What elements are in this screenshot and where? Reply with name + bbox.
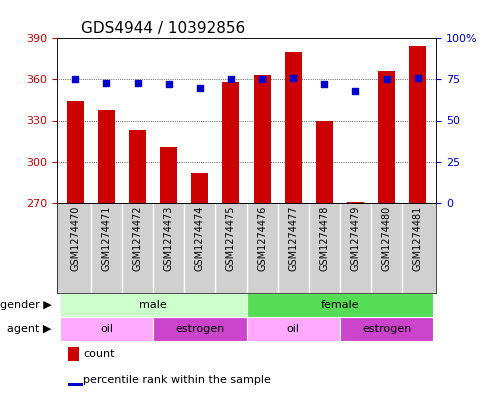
Bar	[253, 75, 271, 203]
Bar	[98, 110, 115, 203]
Text: estrogen: estrogen	[362, 324, 411, 334]
Bar	[378, 71, 395, 203]
Bar	[246, 293, 433, 317]
Point	[383, 76, 390, 83]
Text: GDS4944 / 10392856: GDS4944 / 10392856	[81, 21, 246, 36]
Point	[103, 79, 110, 86]
Point	[258, 76, 266, 83]
Point	[196, 84, 204, 91]
Text: GSM1274478: GSM1274478	[319, 206, 329, 271]
Point	[71, 76, 79, 83]
Text: GSM1274479: GSM1274479	[351, 206, 360, 271]
Text: GSM1274471: GSM1274471	[102, 206, 111, 271]
Text: GSM1274475: GSM1274475	[226, 206, 236, 271]
Point	[352, 88, 359, 94]
Bar	[246, 317, 340, 341]
Bar	[67, 101, 84, 203]
Text: oil: oil	[100, 324, 113, 334]
Text: GSM1274473: GSM1274473	[164, 206, 174, 271]
Text: GSM1274480: GSM1274480	[382, 206, 391, 271]
Text: gender ▶: gender ▶	[0, 300, 52, 310]
Text: count: count	[83, 349, 115, 359]
Text: GSM1274477: GSM1274477	[288, 206, 298, 271]
Point	[227, 76, 235, 83]
Bar	[153, 317, 246, 341]
Point	[414, 74, 422, 81]
Bar	[129, 130, 146, 203]
Bar	[68, 347, 79, 361]
Text: male: male	[140, 300, 167, 310]
Text: GSM1274481: GSM1274481	[413, 206, 423, 271]
Bar	[284, 52, 302, 203]
Bar	[191, 173, 209, 203]
Bar	[316, 121, 333, 203]
Text: estrogen: estrogen	[175, 324, 224, 334]
Bar	[409, 46, 426, 203]
Point	[289, 74, 297, 81]
Point	[165, 81, 173, 87]
Text: GSM1274474: GSM1274474	[195, 206, 205, 271]
Bar	[347, 202, 364, 203]
Text: oil: oil	[286, 324, 300, 334]
Bar	[340, 317, 433, 341]
Point	[134, 79, 141, 86]
Text: GSM1274470: GSM1274470	[70, 206, 80, 271]
Text: GSM1274476: GSM1274476	[257, 206, 267, 271]
Text: female: female	[320, 300, 359, 310]
Point	[320, 81, 328, 87]
Bar	[60, 293, 246, 317]
Bar	[160, 147, 177, 203]
Text: agent ▶: agent ▶	[7, 324, 52, 334]
Bar	[60, 317, 153, 341]
Bar	[68, 383, 83, 386]
Text: percentile rank within the sample: percentile rank within the sample	[83, 375, 271, 385]
Text: GSM1274472: GSM1274472	[133, 206, 142, 271]
Bar	[222, 82, 240, 203]
